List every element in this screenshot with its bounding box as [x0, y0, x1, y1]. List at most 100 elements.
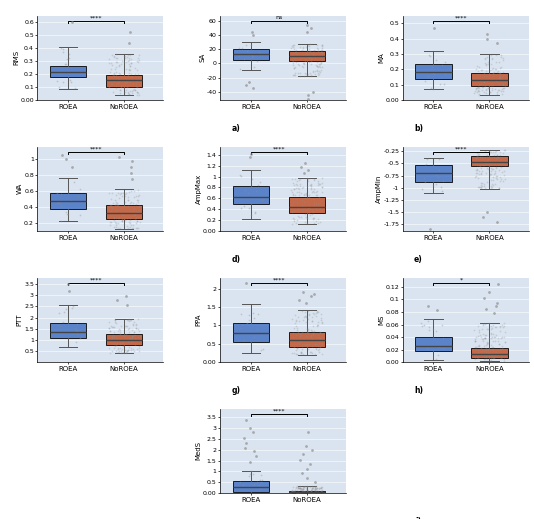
Point — [120, 202, 128, 211]
Point — [481, 334, 489, 342]
Point — [499, 84, 507, 92]
Point — [134, 186, 142, 194]
Point — [289, 64, 298, 72]
Point — [482, 60, 491, 69]
Point — [480, 88, 488, 97]
Point — [135, 208, 144, 216]
Point — [299, 488, 308, 497]
Point — [490, 158, 499, 166]
Point — [135, 90, 143, 99]
Point — [119, 211, 128, 219]
Point — [57, 190, 65, 198]
Point — [105, 323, 113, 332]
Point — [497, 53, 506, 61]
Point — [287, 185, 296, 194]
Point — [306, 488, 315, 497]
Point — [110, 215, 119, 224]
Point — [294, 328, 302, 336]
Point — [484, 59, 492, 67]
Point — [304, 47, 313, 56]
Point — [287, 348, 296, 357]
Point — [307, 181, 315, 189]
Point — [318, 48, 326, 56]
Point — [124, 316, 132, 324]
Point — [307, 326, 315, 334]
Point — [476, 162, 484, 170]
Point — [298, 345, 307, 353]
Point — [301, 70, 310, 78]
Point — [307, 332, 315, 340]
Point — [132, 90, 141, 99]
Point — [289, 189, 297, 198]
Text: a): a) — [231, 124, 240, 133]
Point — [484, 155, 492, 163]
Point — [494, 158, 502, 167]
Point — [295, 69, 304, 77]
Point — [305, 483, 314, 491]
Point — [481, 147, 489, 155]
Point — [127, 336, 136, 345]
Point — [123, 325, 132, 334]
Point — [297, 486, 306, 495]
Point — [307, 184, 315, 193]
Point — [125, 69, 134, 77]
Point — [110, 332, 119, 340]
Point — [120, 202, 128, 211]
Point — [309, 49, 317, 58]
Point — [485, 147, 493, 155]
Point — [492, 90, 501, 98]
Point — [250, 480, 258, 488]
Point — [288, 315, 296, 323]
Point — [292, 46, 301, 54]
Point — [115, 61, 124, 69]
Point — [290, 71, 299, 79]
Point — [114, 78, 123, 86]
Point — [482, 331, 490, 339]
Point — [497, 87, 505, 95]
Point — [107, 204, 116, 212]
Text: ****: **** — [455, 15, 468, 20]
Point — [240, 202, 248, 210]
Point — [481, 331, 489, 339]
Point — [490, 353, 499, 361]
Point — [122, 189, 130, 197]
Point — [482, 77, 491, 85]
Point — [473, 148, 482, 157]
Point — [475, 90, 483, 98]
Point — [484, 84, 492, 92]
Point — [248, 428, 257, 436]
Point — [480, 354, 489, 363]
Point — [128, 89, 136, 98]
Point — [296, 188, 305, 197]
Point — [435, 343, 444, 351]
Point — [473, 88, 482, 96]
Point — [105, 203, 114, 211]
Point — [424, 302, 433, 310]
Point — [472, 154, 481, 162]
Point — [484, 349, 492, 358]
Point — [305, 209, 313, 217]
Point — [312, 485, 321, 493]
Point — [310, 483, 319, 491]
Point — [477, 184, 485, 193]
Y-axis label: MedS: MedS — [195, 441, 201, 460]
Point — [314, 176, 323, 185]
Point — [301, 57, 310, 65]
Point — [492, 172, 501, 180]
Point — [309, 214, 318, 222]
Point — [53, 77, 61, 86]
Point — [289, 333, 297, 341]
Point — [313, 307, 321, 316]
Point — [480, 59, 489, 67]
Point — [314, 331, 323, 339]
Point — [476, 153, 484, 161]
Point — [124, 89, 132, 98]
Point — [489, 181, 498, 189]
Point — [113, 338, 122, 347]
PathPatch shape — [415, 337, 452, 351]
Point — [311, 484, 320, 493]
Point — [242, 416, 250, 424]
Point — [477, 169, 485, 177]
Point — [117, 215, 126, 223]
Point — [425, 50, 434, 59]
